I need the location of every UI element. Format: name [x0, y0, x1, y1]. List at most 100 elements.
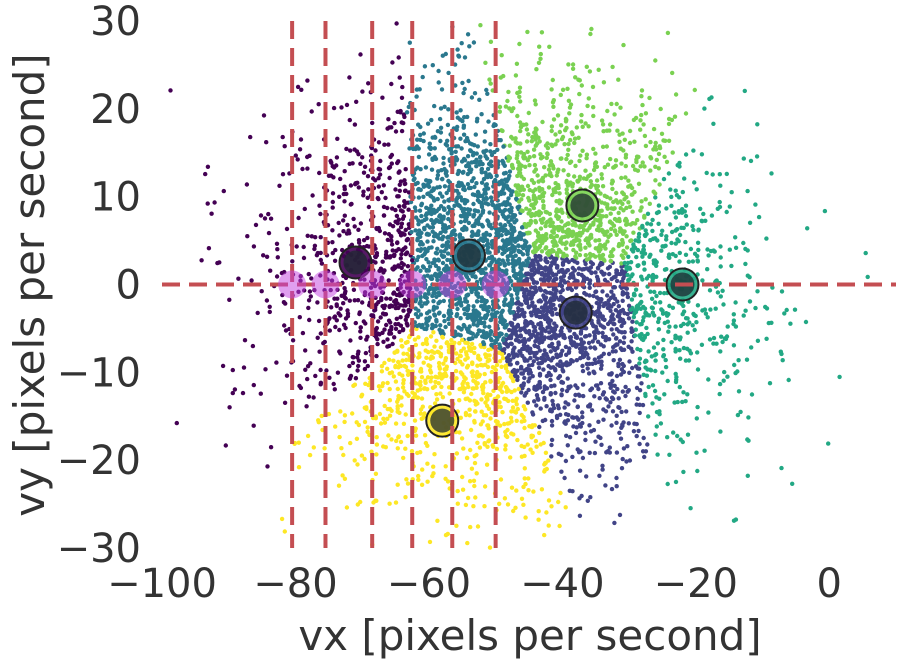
scatter-point [615, 386, 620, 392]
scatter-point [559, 278, 564, 283]
scatter-point [531, 205, 537, 211]
scatter-point [420, 416, 425, 421]
scatter-point [624, 222, 629, 227]
scatter-point [348, 338, 353, 343]
scatter-point [422, 433, 428, 438]
scatter-point [397, 75, 402, 80]
scatter-point [468, 427, 474, 433]
scatter-point [619, 268, 625, 274]
scatter-point [538, 51, 543, 57]
scatter-point [717, 204, 723, 210]
scatter-point [387, 222, 393, 227]
scatter-point [274, 360, 279, 365]
scatter-point [617, 319, 622, 324]
scatter-point [205, 164, 211, 169]
scatter-point [586, 174, 591, 179]
scatter-point [355, 462, 360, 467]
scatter-point [354, 149, 360, 154]
scatter-point [275, 255, 280, 260]
scatter-point [469, 233, 475, 239]
scatter-point [675, 237, 680, 242]
scatter-point [500, 410, 505, 415]
scatter-point [474, 299, 480, 304]
scatter-point [741, 240, 746, 246]
scatter-point [654, 157, 659, 163]
scatter-point [570, 132, 575, 137]
scatter-point [741, 313, 746, 318]
scatter-point [511, 432, 516, 437]
scatter-point [362, 164, 368, 169]
scatter-point [344, 146, 349, 152]
scatter-point [718, 294, 723, 299]
scatter-point [558, 237, 563, 242]
scatter-point [417, 228, 422, 233]
scatter-point [485, 166, 491, 172]
scatter-point [638, 164, 643, 169]
scatter-point [514, 301, 519, 306]
scatter-point [403, 446, 408, 451]
scatter-point [546, 167, 552, 172]
scatter-point [486, 219, 491, 224]
scatter-point [544, 259, 550, 265]
scatter-point [653, 368, 658, 374]
scatter-point [764, 236, 769, 241]
scatter-point [547, 211, 553, 217]
scatter-point [513, 136, 518, 141]
scatter-point [514, 61, 520, 66]
scatter-point [505, 369, 510, 374]
scatter-point [406, 207, 411, 212]
scatter-point [596, 213, 601, 218]
scatter-point [733, 517, 739, 522]
scatter-point [550, 192, 555, 198]
scatter-point [619, 347, 625, 353]
scatter-point [652, 289, 657, 295]
scatter-point [625, 260, 631, 266]
scatter-point [382, 420, 388, 425]
scatter-point [507, 202, 512, 207]
scatter-point [709, 213, 715, 218]
scatter-point [530, 134, 535, 140]
scatter-point [425, 273, 430, 278]
scatter-point [591, 113, 596, 119]
scatter-point [335, 370, 341, 375]
scatter-point [668, 222, 673, 227]
scatter-point [513, 73, 519, 78]
scatter-point [355, 355, 360, 360]
scatter-point [357, 310, 362, 315]
scatter-point [610, 186, 615, 192]
scatter-point [678, 323, 684, 329]
scatter-point [230, 390, 235, 396]
scatter-point [474, 220, 479, 225]
scatter-point [363, 321, 368, 326]
scatter-point [733, 370, 738, 376]
scatter-point [509, 485, 515, 490]
scatter-point [592, 394, 597, 399]
scatter-point [538, 226, 544, 231]
scatter-point [605, 206, 610, 211]
scatter-point [386, 433, 391, 438]
scatter-point [504, 247, 509, 253]
scatter-point [515, 312, 521, 318]
scatter-point [663, 357, 668, 363]
scatter-point [706, 253, 711, 258]
scatter-point [394, 248, 399, 253]
scatter-point [378, 266, 384, 271]
scatter-point [307, 153, 312, 158]
scatter-point [305, 433, 311, 439]
scatter-point [648, 168, 653, 173]
scatter-point [464, 227, 469, 232]
scatter-point [609, 289, 614, 294]
scatter-point [529, 334, 534, 340]
scatter-point [447, 312, 452, 318]
scatter-point [528, 319, 533, 325]
scatter-point [587, 293, 592, 298]
scatter-point [614, 268, 619, 273]
scatter-point [274, 241, 280, 246]
scatter-point [553, 132, 558, 137]
scatter-point [531, 324, 536, 329]
scatter-point [414, 257, 420, 263]
scatter-point [662, 392, 667, 397]
scatter-point [494, 173, 499, 178]
scatter-point [330, 199, 335, 205]
scatter-point [647, 201, 652, 206]
